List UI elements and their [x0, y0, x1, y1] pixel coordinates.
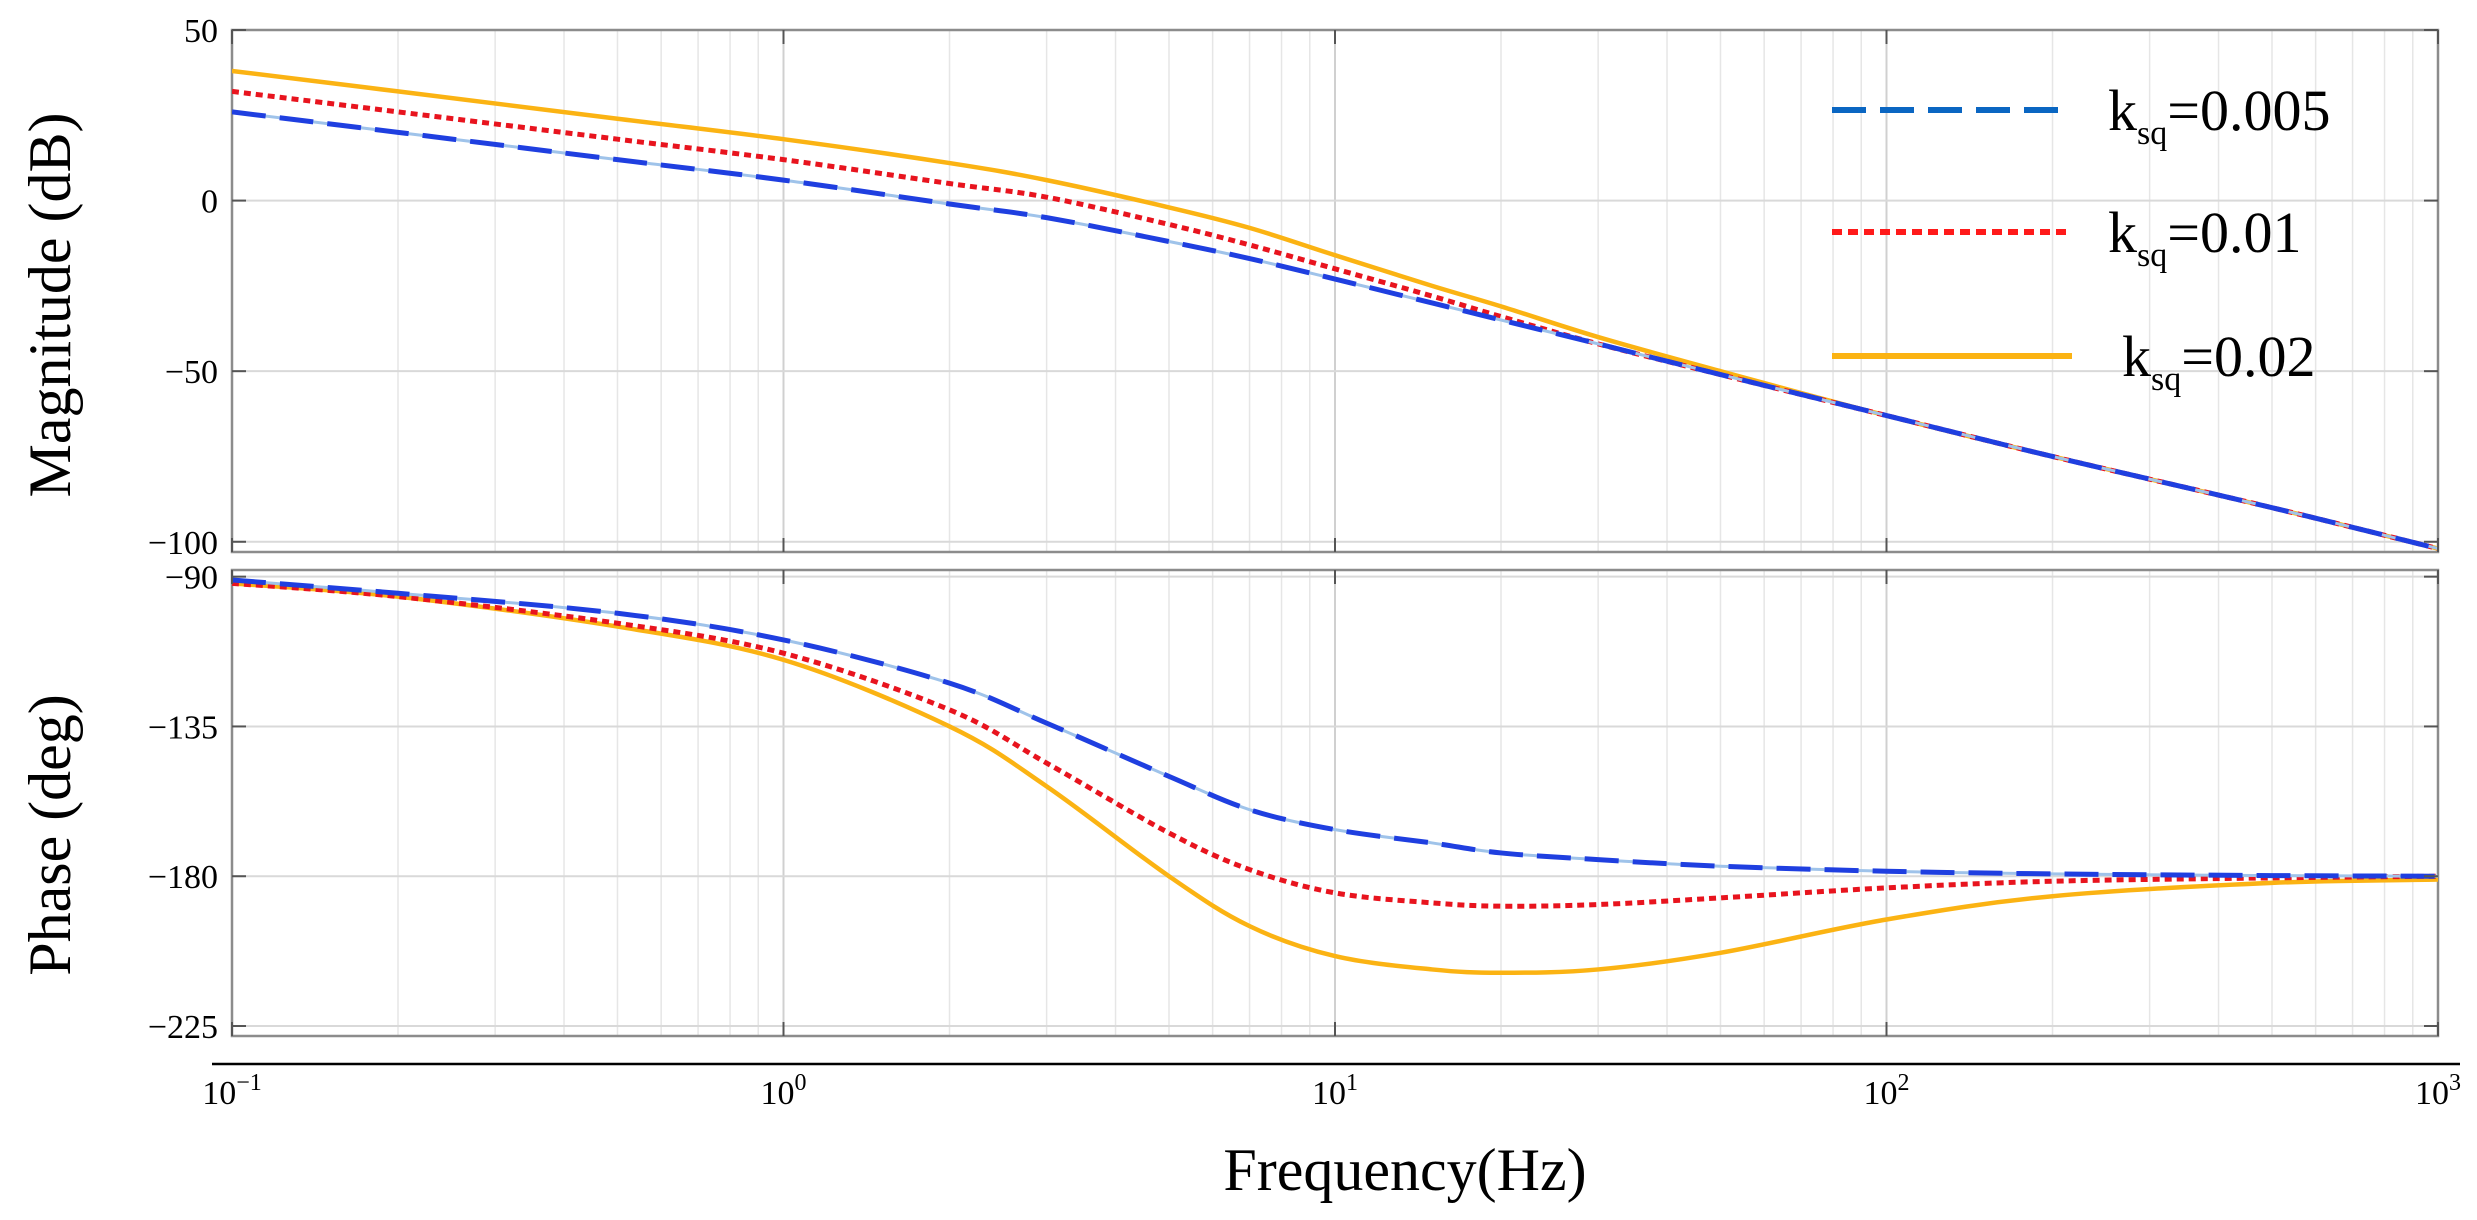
phase-y-tick-label: −225: [148, 1009, 218, 1046]
x-tick-label: 101: [1312, 1070, 1358, 1112]
x-tick-label: 103: [2415, 1070, 2461, 1112]
phase-y-tick-label: −90: [165, 560, 218, 597]
phase-series-k-sq-0-01: [232, 580, 2438, 909]
legend-label: ksq=0.005: [2108, 78, 2330, 152]
phase-y-tick-label: −135: [148, 709, 218, 746]
magnitude-y-tick-label: 0: [201, 184, 218, 221]
tick-layer: 50 0 −50 −100−90 −135 −180 −225 10−1 100 101 102 10…: [148, 13, 2461, 1112]
x-tick-label: 10−1: [202, 1070, 262, 1112]
phase-y-axis-label: Phase (deg): [17, 694, 83, 976]
phase-y-tick-label: −180: [148, 859, 218, 896]
legend-label: ksq=0.02: [2122, 324, 2315, 398]
magnitude-y-tick-label: −50: [165, 354, 218, 391]
phase-series-k-sq-0-005: [232, 577, 2438, 879]
x-tick-label: 102: [1864, 1070, 1910, 1112]
phase-series-k-sq-0-02: [232, 581, 2438, 976]
series-layer: [232, 68, 2438, 976]
magnitude-y-axis-label: Magnitude (dB): [17, 113, 83, 498]
x-axis-label: Frequency(Hz): [1223, 1137, 1586, 1203]
x-tick-label: 100: [761, 1070, 807, 1112]
magnitude-y-tick-label: −100: [148, 525, 218, 562]
legend-label: ksq=0.01: [2108, 200, 2301, 274]
grid-layer: [231, 29, 2439, 1036]
magnitude-y-tick-label: 50: [184, 13, 218, 50]
magnitude-series-k-sq-0-005: [232, 109, 2438, 552]
legend: ksq=0.005 ksq=0.01 ksq=0.02: [1832, 78, 2330, 398]
